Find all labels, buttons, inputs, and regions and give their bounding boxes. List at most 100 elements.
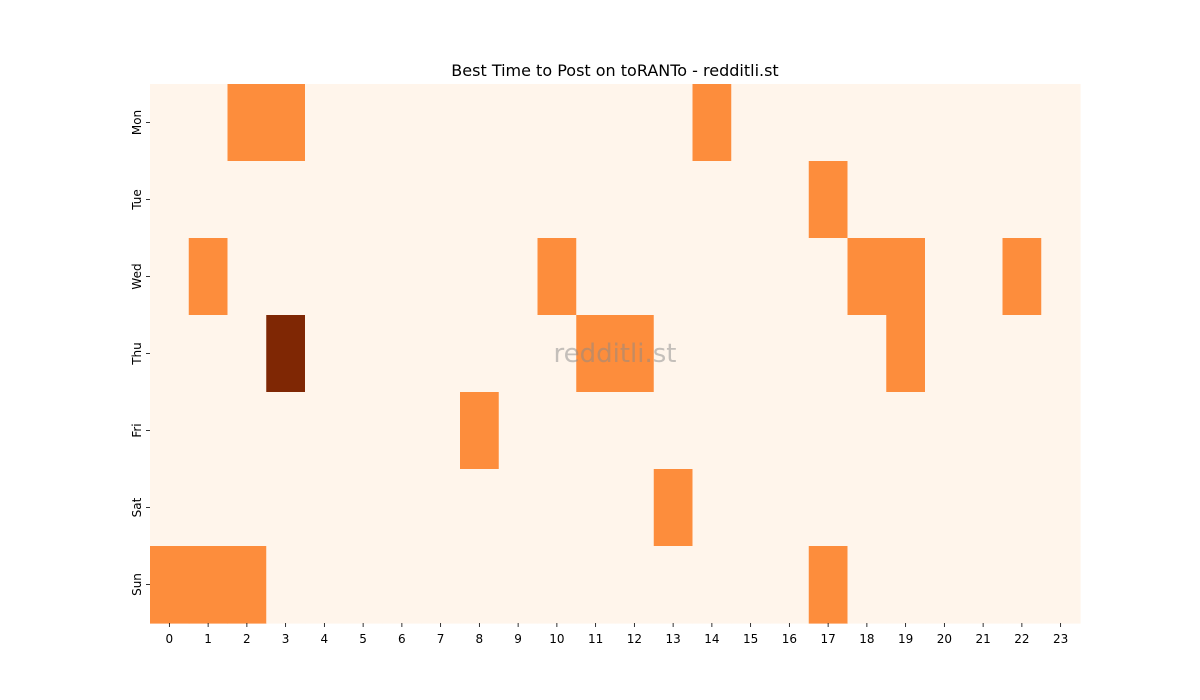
heatmap-cell-tue-12 — [615, 161, 655, 239]
heatmap-cell-fri-21 — [963, 392, 1004, 470]
heatmap-cell-sun-6 — [382, 546, 422, 624]
heatmap-cell-wed-18 — [847, 238, 887, 316]
heatmap-cell-thu-16 — [770, 315, 810, 393]
heatmap-cell-sat-17 — [808, 469, 849, 547]
heatmap-cell-sat-6 — [382, 469, 422, 547]
y-tick-label: Mon — [130, 110, 144, 135]
heatmap-cell-tue-5 — [343, 161, 384, 239]
x-tick-label: 1 — [204, 632, 212, 646]
heatmap-cell-sun-4 — [305, 546, 345, 624]
heatmap-cell-wed-12 — [615, 238, 655, 316]
heatmap-cell-sun-17 — [808, 546, 849, 624]
heatmap-cell-wed-0 — [150, 238, 190, 316]
heatmap-cell-thu-14 — [692, 315, 732, 393]
heatmap-cell-sun-10 — [537, 546, 577, 624]
heatmap-cell-sun-19 — [886, 546, 926, 624]
heatmap-cell-fri-11 — [576, 392, 616, 470]
heatmap-cell-wed-10 — [537, 238, 577, 316]
heatmap-cell-sun-15 — [731, 546, 771, 624]
heatmap-cell-tue-23 — [1041, 161, 1081, 239]
x-tick-label: 20 — [937, 632, 952, 646]
heatmap-cell-thu-22 — [1002, 315, 1042, 393]
heatmap-cell-mon-13 — [653, 84, 694, 162]
heatmap-cell-mon-10 — [537, 84, 577, 162]
heatmap-cell-sun-16 — [770, 546, 810, 624]
heatmap-cell-sat-10 — [537, 469, 577, 547]
heatmap-cell-sat-22 — [1002, 469, 1042, 547]
heatmap-cell-sat-7 — [421, 469, 461, 547]
heatmap-cell-tue-17 — [808, 161, 849, 239]
heatmap-cell-wed-1 — [188, 238, 229, 316]
heatmap-cell-wed-9 — [498, 238, 539, 316]
heatmap-cell-sun-13 — [653, 546, 694, 624]
watermark: redditli.st — [554, 339, 677, 369]
heatmap-cell-fri-4 — [305, 392, 345, 470]
heatmap-cell-mon-19 — [886, 84, 926, 162]
heatmap-cell-wed-16 — [770, 238, 810, 316]
x-tick-label: 4 — [321, 632, 329, 646]
heatmap-cell-mon-4 — [305, 84, 345, 162]
heatmap-cell-sun-22 — [1002, 546, 1042, 624]
heatmap-cell-mon-0 — [150, 84, 190, 162]
heatmap-cell-fri-12 — [615, 392, 655, 470]
heatmap-cell-mon-5 — [343, 84, 384, 162]
heatmap-cell-tue-14 — [692, 161, 732, 239]
heatmap-cell-sun-11 — [576, 546, 616, 624]
heatmap-cell-wed-8 — [460, 238, 500, 316]
heatmap-cell-sun-8 — [460, 546, 500, 624]
heatmap-cell-thu-17 — [808, 315, 849, 393]
chart-title: Best Time to Post on toRANTo - redditli.… — [451, 61, 778, 80]
y-tick-label: Sat — [130, 497, 144, 517]
heatmap-cell-sun-0 — [150, 546, 190, 624]
heatmap-cell-fri-16 — [770, 392, 810, 470]
heatmap-cells — [150, 84, 1081, 624]
x-tick-label: 11 — [588, 632, 603, 646]
y-tick-label: Thu — [130, 342, 144, 366]
heatmap-cell-sun-23 — [1041, 546, 1081, 624]
heatmap-cell-wed-23 — [1041, 238, 1081, 316]
y-tick-label: Sun — [130, 573, 144, 596]
heatmap-cell-mon-12 — [615, 84, 655, 162]
x-tick-label: 17 — [820, 632, 835, 646]
x-axis: 0 1 2 3 4 5 6 7 8 9 10 11 12 13 14 15 16 17 18 19 20 21 22 23 — [166, 623, 1068, 646]
heatmap-cell-tue-0 — [150, 161, 190, 239]
heatmap-cell-wed-17 — [808, 238, 849, 316]
heatmap-cell-thu-11 — [576, 315, 616, 393]
heatmap-cell-thu-6 — [382, 315, 422, 393]
heatmap-cell-tue-22 — [1002, 161, 1042, 239]
heatmap-cell-thu-21 — [963, 315, 1004, 393]
x-tick-label: 22 — [1014, 632, 1029, 646]
heatmap-cell-tue-16 — [770, 161, 810, 239]
y-axis: Mon Tue Wed Thu Fri Sat Sun — [130, 110, 150, 596]
x-tick-label: 10 — [549, 632, 564, 646]
heatmap-cell-fri-18 — [847, 392, 887, 470]
x-tick-label: 19 — [898, 632, 913, 646]
heatmap-cell-tue-6 — [382, 161, 422, 239]
heatmap-cell-mon-2 — [227, 84, 267, 162]
heatmap-cell-mon-17 — [808, 84, 849, 162]
heatmap-cell-tue-10 — [537, 161, 577, 239]
heatmap-cell-mon-23 — [1041, 84, 1081, 162]
x-tick-label: 15 — [743, 632, 758, 646]
heatmap-cell-tue-19 — [886, 161, 926, 239]
y-tick-label: Wed — [130, 263, 144, 289]
heatmap-cell-thu-13 — [653, 315, 694, 393]
heatmap-cell-sun-18 — [847, 546, 887, 624]
heatmap-cell-mon-21 — [963, 84, 1004, 162]
heatmap-cell-tue-4 — [305, 161, 345, 239]
heatmap-cell-thu-23 — [1041, 315, 1081, 393]
heatmap-cell-thu-19 — [886, 315, 926, 393]
heatmap-cell-mon-8 — [460, 84, 500, 162]
x-tick-label: 14 — [704, 632, 719, 646]
x-tick-label: 13 — [665, 632, 680, 646]
heatmap-cell-wed-2 — [227, 238, 267, 316]
heatmap-cell-wed-15 — [731, 238, 771, 316]
heatmap-cell-sat-3 — [266, 469, 306, 547]
heatmap-cell-fri-10 — [537, 392, 577, 470]
heatmap-cell-sun-1 — [188, 546, 229, 624]
heatmap-cell-sun-2 — [227, 546, 267, 624]
heatmap-cell-sat-13 — [653, 469, 694, 547]
heatmap-cell-fri-23 — [1041, 392, 1081, 470]
heatmap-cell-sat-16 — [770, 469, 810, 547]
heatmap-cell-wed-3 — [266, 238, 306, 316]
